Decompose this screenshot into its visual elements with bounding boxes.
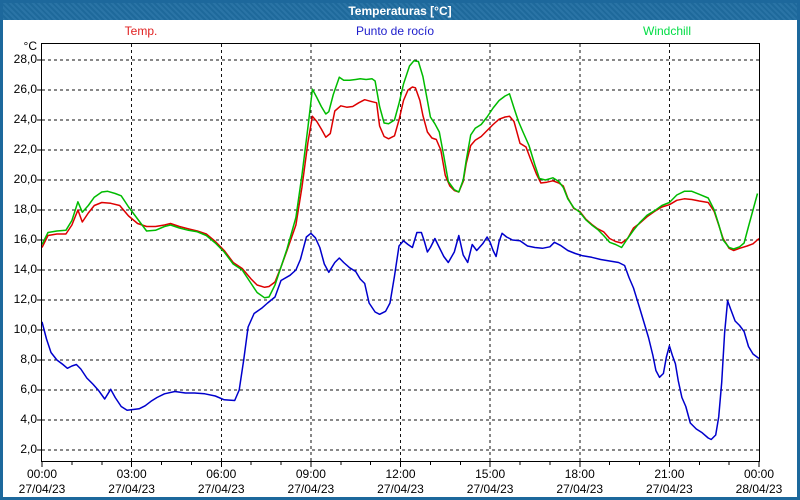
x-tick-date: 27/04/23 bbox=[18, 482, 66, 496]
y-tick-label: 8,0 bbox=[20, 352, 37, 366]
y-tick-label: 16,0 bbox=[13, 232, 37, 246]
y-tick-label: 24,0 bbox=[13, 112, 37, 126]
x-tick-label: 00:00 27/04/23 bbox=[19, 467, 66, 496]
y-tick-label: 22,0 bbox=[13, 142, 37, 156]
x-tick-time: 18:00 bbox=[564, 467, 595, 481]
legend-item-dewpoint: Punto de rocío bbox=[356, 24, 434, 39]
x-tick-date: 27/04/23 bbox=[466, 482, 514, 496]
legend-label-windchill: Windchill bbox=[642, 24, 692, 38]
x-tick-label: 06:00 27/04/23 bbox=[198, 467, 245, 496]
x-tick-time: 00:00 bbox=[26, 467, 58, 481]
legend-label-temp: Temp. bbox=[124, 24, 158, 38]
x-axis-labels: 00:00 27/04/23 03:00 27/04/23 06:00 27/04/23 0… bbox=[19, 467, 783, 497]
y-tick-label: 10,0 bbox=[13, 322, 37, 336]
x-tick-date: 27/04/23 bbox=[197, 482, 245, 496]
x-tick-label: 12:00 27/04/23 bbox=[377, 467, 424, 496]
y-axis-unit-label: °C bbox=[23, 39, 37, 53]
y-axis-labels: 28,0 26,0 24,0 22,0 20,0 18,0 16,0 14,0 12,0 10,0… bbox=[3, 3, 37, 497]
y-tick-label: 6,0 bbox=[20, 382, 37, 396]
legend-item-temp: Temp. bbox=[125, 24, 158, 39]
x-tick-date: 27/04/23 bbox=[646, 482, 693, 496]
x-tick-label: 21:00 27/04/23 bbox=[646, 467, 693, 496]
y-tick-label: 26,0 bbox=[13, 82, 37, 96]
y-tick-label: 12,0 bbox=[13, 292, 37, 306]
x-tick-time: 21:00 bbox=[654, 467, 685, 481]
x-tick-time: 12:00 bbox=[385, 467, 416, 481]
legend-label-dewpoint: Punto de rocío bbox=[355, 24, 435, 38]
x-tick-date: 27/04/23 bbox=[287, 482, 335, 496]
y-tick-label: 20,0 bbox=[13, 172, 37, 186]
x-tick-label: 09:00 27/04/23 bbox=[288, 467, 335, 496]
x-tick-label: 15:00 27/04/23 bbox=[467, 467, 514, 496]
x-tick-label: 03:00 27/04/23 bbox=[108, 467, 155, 496]
x-tick-time: 09:00 bbox=[295, 467, 326, 481]
x-tick-time: 00:00 bbox=[743, 467, 775, 481]
y-tick-label: 2,0 bbox=[20, 442, 37, 456]
window-title: Temperaturas [°C] bbox=[348, 4, 452, 18]
y-tick-label: 4,0 bbox=[20, 412, 37, 426]
y-tick-label: 28,0 bbox=[13, 52, 37, 66]
x-tick-date: 28/04/23 bbox=[735, 482, 783, 496]
x-tick-date: 27/04/23 bbox=[556, 482, 604, 496]
y-tick-label: 14,0 bbox=[13, 262, 37, 276]
x-tick-date: 27/04/23 bbox=[377, 482, 424, 496]
title-bar: Temperaturas [°C] bbox=[3, 3, 797, 20]
x-tick-time: 03:00 bbox=[116, 467, 147, 481]
legend-item-windchill: Windchill bbox=[643, 24, 691, 39]
x-tick-time: 06:00 bbox=[206, 467, 237, 481]
x-tick-date: 27/04/23 bbox=[108, 482, 155, 496]
x-tick-label: 00:00 28/04/23 bbox=[736, 467, 783, 496]
y-tick-label: 18,0 bbox=[13, 202, 37, 216]
plot-svg bbox=[37, 43, 760, 467]
x-tick-label: 18:00 27/04/23 bbox=[556, 467, 603, 496]
x-tick-time: 15:00 bbox=[475, 467, 506, 481]
